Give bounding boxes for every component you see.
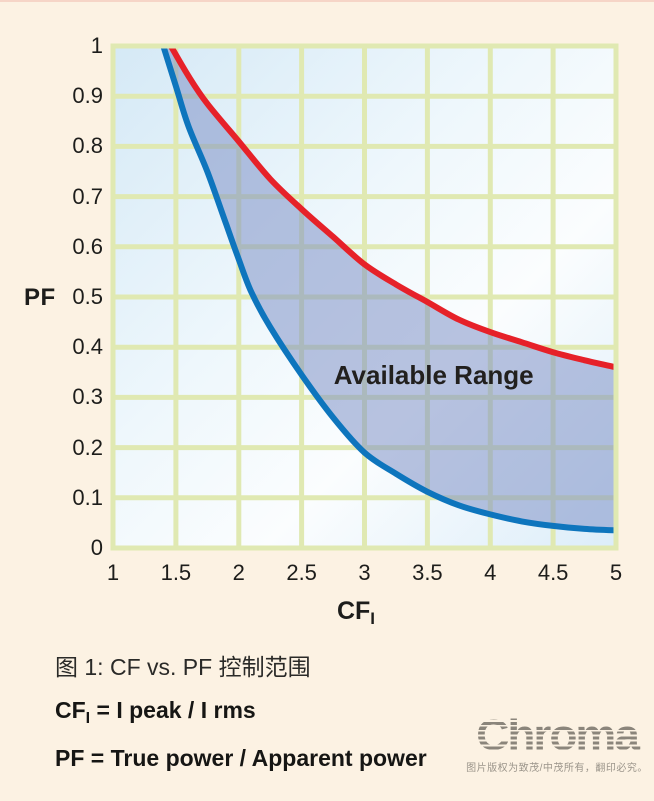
x-tick-label: 3.5	[412, 560, 443, 585]
y-tick-label: 0.6	[72, 233, 103, 259]
x-tick-label: 5	[609, 560, 623, 585]
chroma-logo: Chroma 图片版权为致茂/中茂所有，翻印必究。	[466, 712, 648, 774]
y-tick-label: 0.4	[72, 334, 103, 360]
y-tick-label: 0.1	[72, 484, 103, 510]
x-axis-label-main: CF	[336, 597, 371, 625]
y-tick-label: 0.8	[72, 133, 103, 159]
y-tick-label: 0.7	[72, 183, 103, 209]
x-tick-label: 4	[484, 560, 497, 585]
formula-pf-body: = True power / Apparent power	[84, 745, 427, 771]
curve-lower-limit	[160, 43, 619, 534]
x-axis-label-subscript: I	[370, 609, 376, 628]
formula-cf: CFI = I peak / I rms	[55, 697, 256, 728]
formula-cf-body: = I peak / I rms	[90, 697, 256, 723]
x-tick-label: 2	[232, 560, 245, 585]
plot-border	[110, 43, 619, 551]
x-tick-label: 4.5	[537, 560, 569, 585]
formula-pf: PF = True power / Apparent power	[55, 745, 427, 776]
chroma-logo-text: Chroma	[476, 711, 640, 759]
plot-area: Available Range	[110, 43, 619, 551]
page-top-border	[0, 0, 654, 2]
x-axis-label: CFI	[0, 597, 654, 629]
available-range-region	[163, 46, 617, 531]
logo-disclaimer: 图片版权为致茂/中茂所有，翻印必究。	[466, 763, 648, 774]
y-tick-label: 0.5	[72, 284, 103, 309]
y-tick-label: 0.2	[72, 434, 103, 460]
x-tick-label: 3	[358, 560, 371, 585]
y-tick-label: 0.3	[72, 384, 103, 410]
formula-cf-lead: CF	[55, 697, 86, 723]
y-tick-label: 0.9	[72, 83, 103, 109]
x-tick-label: 2.5	[286, 560, 317, 585]
available-range-label: Available Range	[334, 360, 534, 390]
curve-upper-limit	[167, 43, 619, 371]
formula-cf-subscript: I	[85, 710, 91, 727]
y-tick-label: 0	[90, 535, 103, 560]
y-tick-label: 1	[90, 33, 103, 58]
x-tick-label: 1	[106, 560, 120, 585]
figure-caption: 图 1: CF vs. PF 控制范围	[55, 654, 311, 680]
y-axis-label: PF	[24, 284, 56, 311]
x-tick-label: 1.5	[160, 560, 192, 585]
formula-pf-lead: PF	[55, 745, 85, 771]
